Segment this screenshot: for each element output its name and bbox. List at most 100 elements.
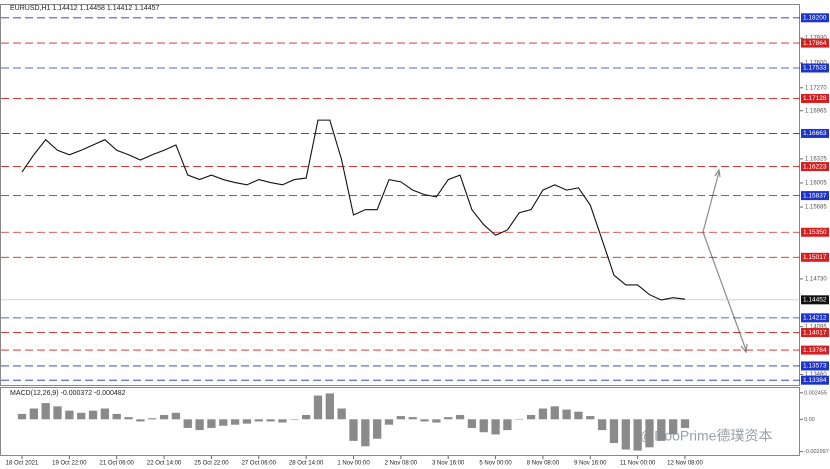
macd-bar [159,414,169,420]
x-tick-label: 9 Nov 16:00 [574,461,607,467]
main-frame [0,4,800,386]
macd-bar [597,419,607,431]
macd-bar [230,419,240,425]
macd-bar [290,419,299,420]
macd-bar [207,419,216,428]
macd-bar [112,413,121,420]
macd-bar [574,411,583,420]
y-tick-label: 1.15685 [805,205,827,211]
level-label: 1.13573 [803,363,827,370]
level-label: 1.13784 [803,347,827,354]
macd-bar [657,419,666,441]
macd-bar [313,395,323,420]
level-label-box [801,328,829,338]
macd-bar [467,419,477,428]
macd-bar [669,419,678,435]
macd-bar [77,412,86,420]
level-label: 1.18200 [803,15,827,22]
x-tick-label: 22 Oct 14:00 [147,461,182,467]
level-label-box [801,361,829,371]
level-label-box [801,191,829,201]
level-label: 1.16223 [803,163,827,170]
y-tick-label: 1.13460 [805,372,827,378]
macd-frame [0,387,800,456]
macd-bar [242,419,252,424]
y-tick-label: 1.17270 [805,85,827,91]
macd-bar [384,419,394,425]
level-label: 1.15017 [803,254,827,261]
level-label: 1.16663 [803,130,827,137]
level-label-box [801,63,829,73]
level-label: 1.13384 [803,377,827,384]
macd-bar [266,419,275,422]
chart-title: EURUSD,H1 1.14412 1.14458 1.14412 1.1445… [10,5,160,12]
level-label-box [801,345,829,355]
level-label-box [801,252,829,262]
level-label-box [801,313,829,323]
macd-title: MACD(12,26,9) -0.000372 -0.000482 [10,390,126,397]
macd-bar [420,419,429,422]
x-tick-label: 2 Nov 08:00 [385,461,418,467]
macd-y-tick-label: -0.002997 [804,449,829,455]
macd-bar [609,419,619,444]
level-label-box [801,128,829,138]
y-tick-label: 1.16325 [805,156,827,162]
x-tick-label: 19 Oct 22:00 [52,461,87,467]
macd-bar [396,416,406,420]
macd-bar [408,417,417,420]
macd-bar [526,414,536,420]
x-tick-label: 8 Nov 08:00 [527,461,560,467]
macd-bar [373,419,382,439]
macd-bar [621,419,630,450]
level-label: 1.17128 [803,95,827,102]
macd-bar [491,419,500,435]
macd-bar [633,419,642,451]
forecast-arrows [702,168,748,354]
level-label: 1.15837 [803,192,827,199]
macd-bar [515,419,524,420]
macd-bar [680,419,690,428]
macd-bar [124,417,133,420]
macd-bar [325,393,334,420]
x-tick-label: 21 Oct 06:00 [100,461,135,467]
macd-bar [65,410,74,420]
level-label: 1.14212 [803,315,827,322]
level-label-box [801,38,829,48]
x-tick-label: 5 Nov 00:00 [479,461,512,467]
level-label-box [801,162,829,172]
macd-bar [278,419,287,423]
macd-bar [550,406,559,420]
level-label-box [801,93,829,103]
y-tick-label: 1.14730 [805,276,827,282]
macd-bar [29,408,38,420]
y-tick-label: 1.14095 [805,324,827,330]
price-line [21,119,686,301]
macd-bar [337,408,346,420]
x-tick-label: 1 Nov 00:00 [337,461,370,467]
x-tick-label: 25 Oct 22:00 [194,461,229,467]
level-label-box [801,13,829,23]
y-tick-label: 1.16965 [805,108,827,114]
macd-bar [195,419,204,431]
macd-bar [136,419,145,422]
macd-bar [254,419,263,422]
x-tick-label: 12 Nov 08:00 [667,461,703,467]
macd-bar [586,416,595,420]
macd-bar [455,414,465,420]
macd-y-tick-label: 0.002455 [804,390,827,396]
macd-bar [88,410,98,420]
x-tick-label: 28 Oct 14:00 [289,461,324,467]
level-label: 1.15350 [803,229,827,236]
macd-bar [17,413,27,420]
macd-bar [183,419,192,428]
macd-bar [562,409,571,420]
macd-bar [171,412,181,420]
macd-bar [219,419,228,426]
x-tick-label: 11 Nov 00:00 [620,461,656,467]
level-label: 1.17533 [803,65,827,72]
macd-bar [148,418,157,420]
level-label-box [801,375,829,385]
macd-bar [53,406,62,420]
